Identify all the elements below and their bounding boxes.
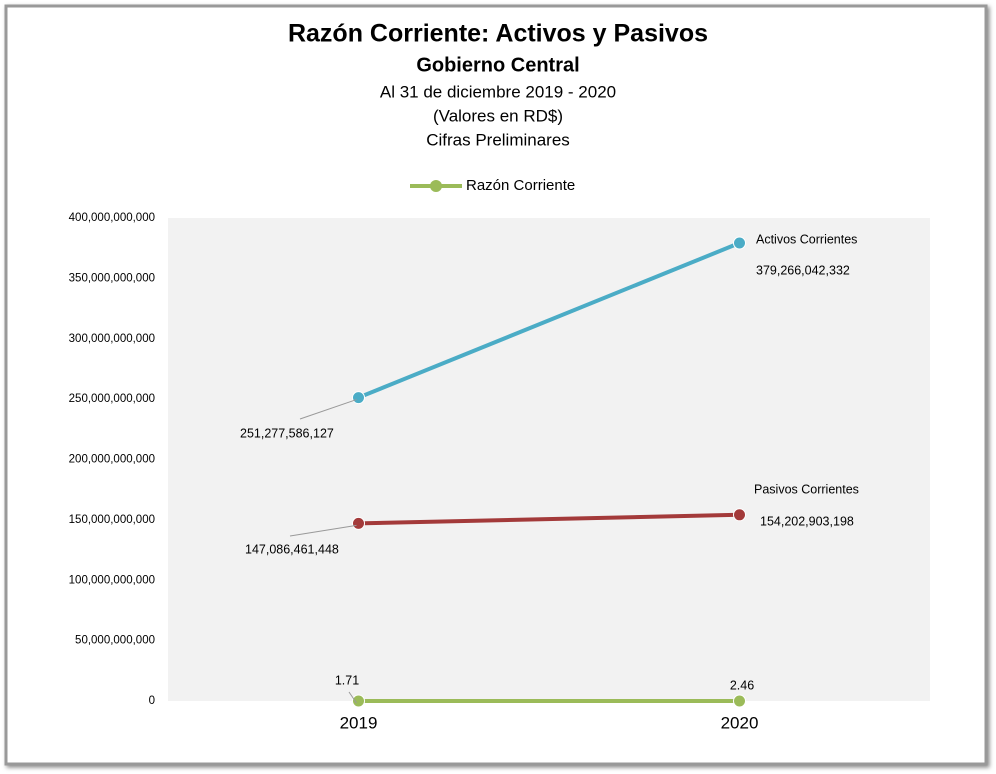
leader-line: [289, 524, 357, 537]
note: (Valores en RD$): [433, 106, 563, 125]
marker: [733, 236, 746, 250]
legend-label: Razón Corriente: [466, 177, 575, 194]
marker: [352, 391, 365, 405]
y-tick-label: 400,000,000,000: [69, 212, 155, 224]
chart-subtitle: Gobierno Central: [416, 54, 579, 76]
data-label: 1.71: [335, 673, 359, 687]
legend-marker: [430, 180, 442, 192]
data-label: 2.46: [730, 678, 754, 692]
series-line: [358, 512, 740, 526]
leader-line: [348, 691, 357, 704]
data-label: 379,266,042,332: [756, 263, 850, 277]
marker: [733, 694, 746, 708]
marker: [352, 516, 365, 530]
y-tick-label: 250,000,000,000: [69, 393, 155, 405]
y-tick-label: 300,000,000,000: [69, 333, 155, 345]
y-tick-label: 50,000,000,000: [75, 635, 155, 647]
series-line: [357, 241, 741, 400]
data-label: 147,086,461,448: [245, 542, 339, 556]
chart-title: Razón Corriente: Activos y Pasivos: [288, 20, 708, 48]
data-label: 251,277,586,127: [240, 426, 334, 440]
x-tick-label: 2020: [721, 713, 759, 732]
series-label: Activos Corrientes: [756, 232, 857, 246]
series-label: Pasivos Corrientes: [754, 482, 859, 496]
marker: [733, 508, 746, 522]
note: Al 31 de diciembre 2019 - 2020: [380, 82, 616, 101]
y-tick-label: 150,000,000,000: [69, 514, 155, 526]
y-tick-label: 0: [149, 695, 155, 707]
data-label: 154,202,903,198: [760, 514, 854, 528]
x-tick-label: 2019: [340, 713, 378, 732]
leader-line: [299, 399, 357, 420]
marker: [352, 694, 365, 708]
y-tick-label: 200,000,000,000: [69, 454, 155, 466]
plot-area: [168, 218, 930, 701]
y-tick-label: 100,000,000,000: [69, 574, 155, 586]
note: Cifras Preliminares: [426, 130, 570, 149]
y-tick-label: 350,000,000,000: [69, 272, 155, 284]
